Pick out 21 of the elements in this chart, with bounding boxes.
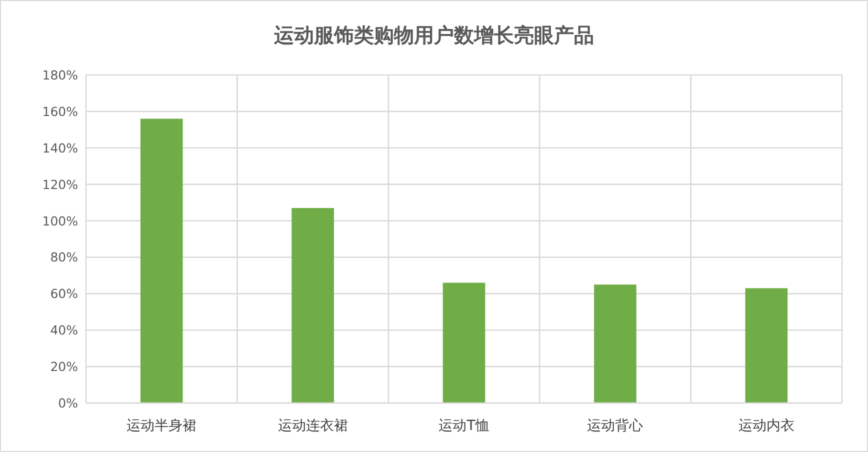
y-tick-label: 60% [50,286,78,302]
y-tick-label: 140% [42,140,78,156]
y-tick-label: 120% [42,176,78,192]
x-tick-label: 运动半身裙 [126,418,197,434]
bar [745,288,788,403]
bar [442,282,486,403]
chart-title: 运动服饰类购物用户数增长亮眼产品 [273,23,594,47]
y-tick-label: 0% [58,396,78,410]
y-tick-label: 160% [42,104,78,119]
bar [140,118,183,403]
x-tick-label: 运动背心 [587,418,644,434]
x-tick-label: 运动连衣裙 [278,418,348,434]
y-tick-label: 20% [50,359,78,374]
y-tick-label: 100% [42,213,78,228]
bar [594,284,636,403]
y-tick-label: 40% [50,322,78,338]
y-tick-label: 80% [50,250,78,265]
y-tick-label: 180% [42,68,78,82]
x-tick-label: 运动T恤 [438,418,490,434]
x-tick-label: 运动内衣 [738,418,794,434]
bar [292,208,334,403]
